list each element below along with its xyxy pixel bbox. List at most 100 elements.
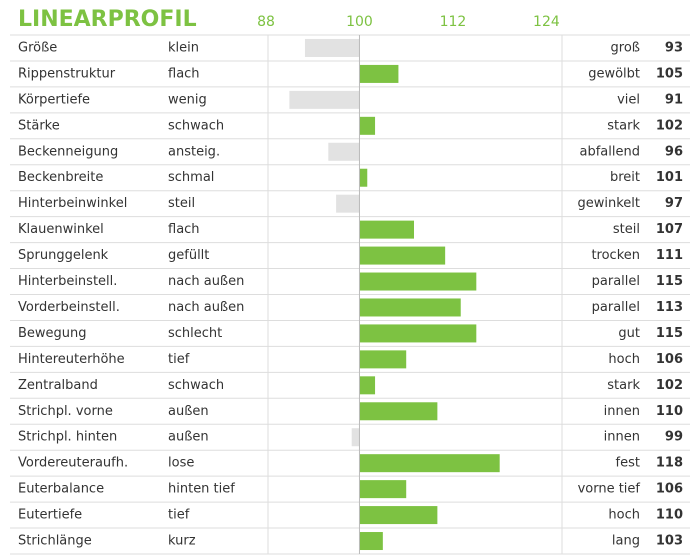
value-label: 102 [656,378,683,393]
value-label: 101 [656,170,683,185]
x-tick-label: 100 [346,14,373,30]
right-label: steil [613,222,640,237]
right-label: gut [618,326,640,341]
trait-label: Sprunggelenk [18,248,109,263]
bar [328,142,360,161]
left-label: tief [168,352,190,367]
left-label: ansteig. [168,144,220,159]
right-label: innen [604,430,640,445]
trait-label: Euterbalance [18,482,104,497]
bar [359,376,376,395]
right-label: gewölbt [588,66,640,81]
right-label: vorne tief [578,482,641,497]
value-label: 105 [656,66,683,81]
value-label: 111 [656,248,683,263]
left-label: nach außen [168,274,244,289]
right-label: innen [604,404,640,419]
bar [359,454,500,473]
right-label: breit [610,170,640,185]
bar [359,532,383,551]
bar [289,90,360,109]
trait-label: Strichpl. hinten [18,430,117,445]
trait-label: Hintereuterhöhe [18,352,125,367]
right-label: trocken [591,248,640,263]
bar [359,298,461,317]
left-label: nach außen [168,300,244,315]
trait-label: Beckenneigung [18,144,118,159]
left-label: kurz [168,534,196,549]
chart-title: LINEARPROFIL [18,7,197,32]
value-label: 107 [656,222,683,237]
left-label: hinten tief [168,482,235,497]
bar [359,64,399,83]
trait-label: Hinterbeinwinkel [18,196,127,211]
trait-label: Bewegung [18,326,87,341]
value-label: 97 [665,196,683,211]
value-label: 102 [656,118,683,133]
value-label: 113 [656,300,683,315]
right-label: stark [607,118,640,133]
value-label: 93 [665,40,683,55]
trait-label: Strichpl. vorne [18,404,113,419]
trait-label: Rippenstruktur [18,66,116,81]
right-label: fest [616,456,640,471]
trait-label: Vorderbeinstell. [18,300,120,315]
right-label: abfallend [580,144,640,159]
left-label: steil [168,196,195,211]
value-label: 115 [656,274,683,289]
value-label: 96 [665,144,683,159]
left-label: schwach [168,378,224,393]
bar [359,220,414,239]
bar [359,116,376,135]
bar [359,402,438,421]
value-label: 110 [656,508,683,523]
bar [351,428,360,447]
right-label: hoch [608,508,640,523]
left-label: gefüllt [168,248,209,263]
bar [359,246,446,265]
trait-label: Strichlänge [18,534,92,549]
trait-label: Hinterbeinstell. [18,274,117,289]
trait-label: Vordereuteraufh. [18,456,128,471]
trait-label: Klauenwinkel [18,222,104,237]
left-label: außen [168,430,209,445]
bar [359,506,438,525]
right-label: parallel [592,300,640,315]
right-label: stark [607,378,640,393]
left-label: klein [168,40,199,55]
left-label: außen [168,404,209,419]
left-label: schlecht [168,326,222,341]
left-label: tief [168,508,190,523]
right-label: groß [611,40,640,55]
left-label: schwach [168,118,224,133]
left-label: flach [168,222,200,237]
bar [359,168,368,187]
value-label: 106 [656,352,683,367]
value-label: 106 [656,482,683,497]
bar [359,350,407,369]
trait-label: Größe [18,40,57,55]
bar [359,324,477,343]
left-label: flach [168,66,200,81]
trait-label: Körpertiefe [18,92,90,107]
x-tick-label: 124 [533,14,560,30]
value-label: 99 [665,430,683,445]
right-label: lang [612,534,640,549]
bar [359,480,407,499]
trait-label: Eutertiefe [18,508,82,523]
trait-label: Zentralband [18,378,98,393]
trait-label: Stärke [18,118,60,133]
trait-label: Beckenbreite [18,170,103,185]
left-label: lose [168,456,194,471]
right-label: gewinkelt [577,196,640,211]
right-label: viel [617,92,640,107]
left-label: schmal [168,170,214,185]
right-label: hoch [608,352,640,367]
right-label: parallel [592,274,640,289]
bar [304,38,360,57]
x-tick-label: 112 [440,14,467,30]
value-label: 118 [656,456,683,471]
bar [359,272,477,291]
